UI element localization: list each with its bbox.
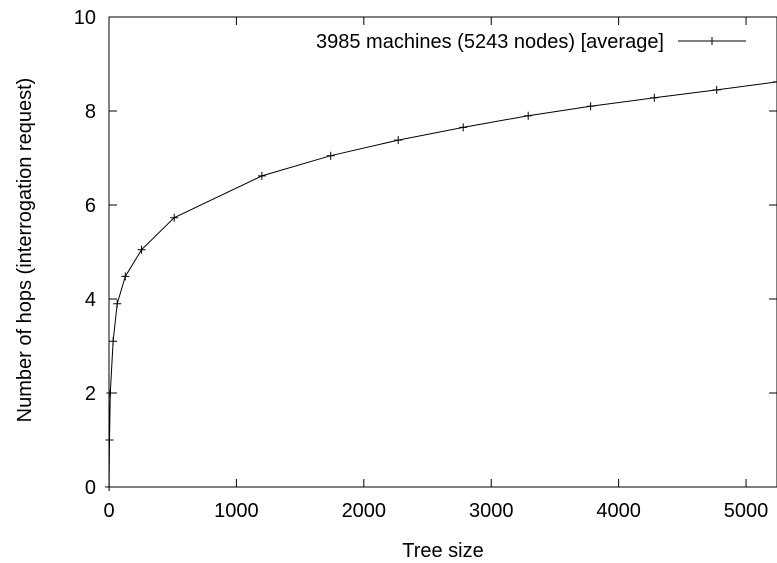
x-tick-label: 1000 <box>214 500 259 522</box>
plot-frame <box>108 16 777 488</box>
x-tick-label: 3000 <box>469 500 514 522</box>
data-point <box>524 111 533 120</box>
y-tick-label: 0 <box>85 477 96 499</box>
y-tick-label: 8 <box>85 101 96 123</box>
x-tick-label: 4000 <box>596 500 641 522</box>
series-group <box>105 77 777 491</box>
data-point <box>105 483 114 491</box>
legend-label: 3985 machines (5243 nodes) [average] <box>316 31 664 53</box>
data-point <box>257 171 266 180</box>
data-point <box>773 77 777 86</box>
y-tick-label: 6 <box>85 195 96 217</box>
data-point <box>109 337 118 346</box>
data-point <box>712 85 721 94</box>
legend: 3985 machines (5243 nodes) [average] <box>316 31 746 53</box>
x-tick-label: 2000 <box>342 500 387 522</box>
y-axis-title: Number of hops (interrogation request) <box>14 78 36 423</box>
x-axis-title: Tree size <box>402 540 484 562</box>
legend-marker <box>708 37 716 45</box>
data-point <box>326 151 335 160</box>
data-point <box>121 272 130 281</box>
data-point <box>137 245 146 254</box>
x-tick-label: 0 <box>103 500 114 522</box>
x-tick-label: 5000 <box>724 500 769 522</box>
y-tick-label: 2 <box>85 383 96 405</box>
data-point <box>459 123 468 132</box>
y-tick-label: 4 <box>85 289 96 311</box>
data-point <box>586 102 595 111</box>
y-tick-label: 10 <box>74 7 96 29</box>
data-point <box>113 299 122 308</box>
series-line <box>108 81 777 488</box>
data-point <box>394 136 403 145</box>
data-point <box>170 213 179 222</box>
data-point <box>106 389 115 397</box>
axis-ticks: 0 1000 2000 3000 4000 5000 0 2 4 6 8 10 <box>74 7 777 522</box>
data-point <box>650 93 659 102</box>
data-point <box>105 436 114 444</box>
